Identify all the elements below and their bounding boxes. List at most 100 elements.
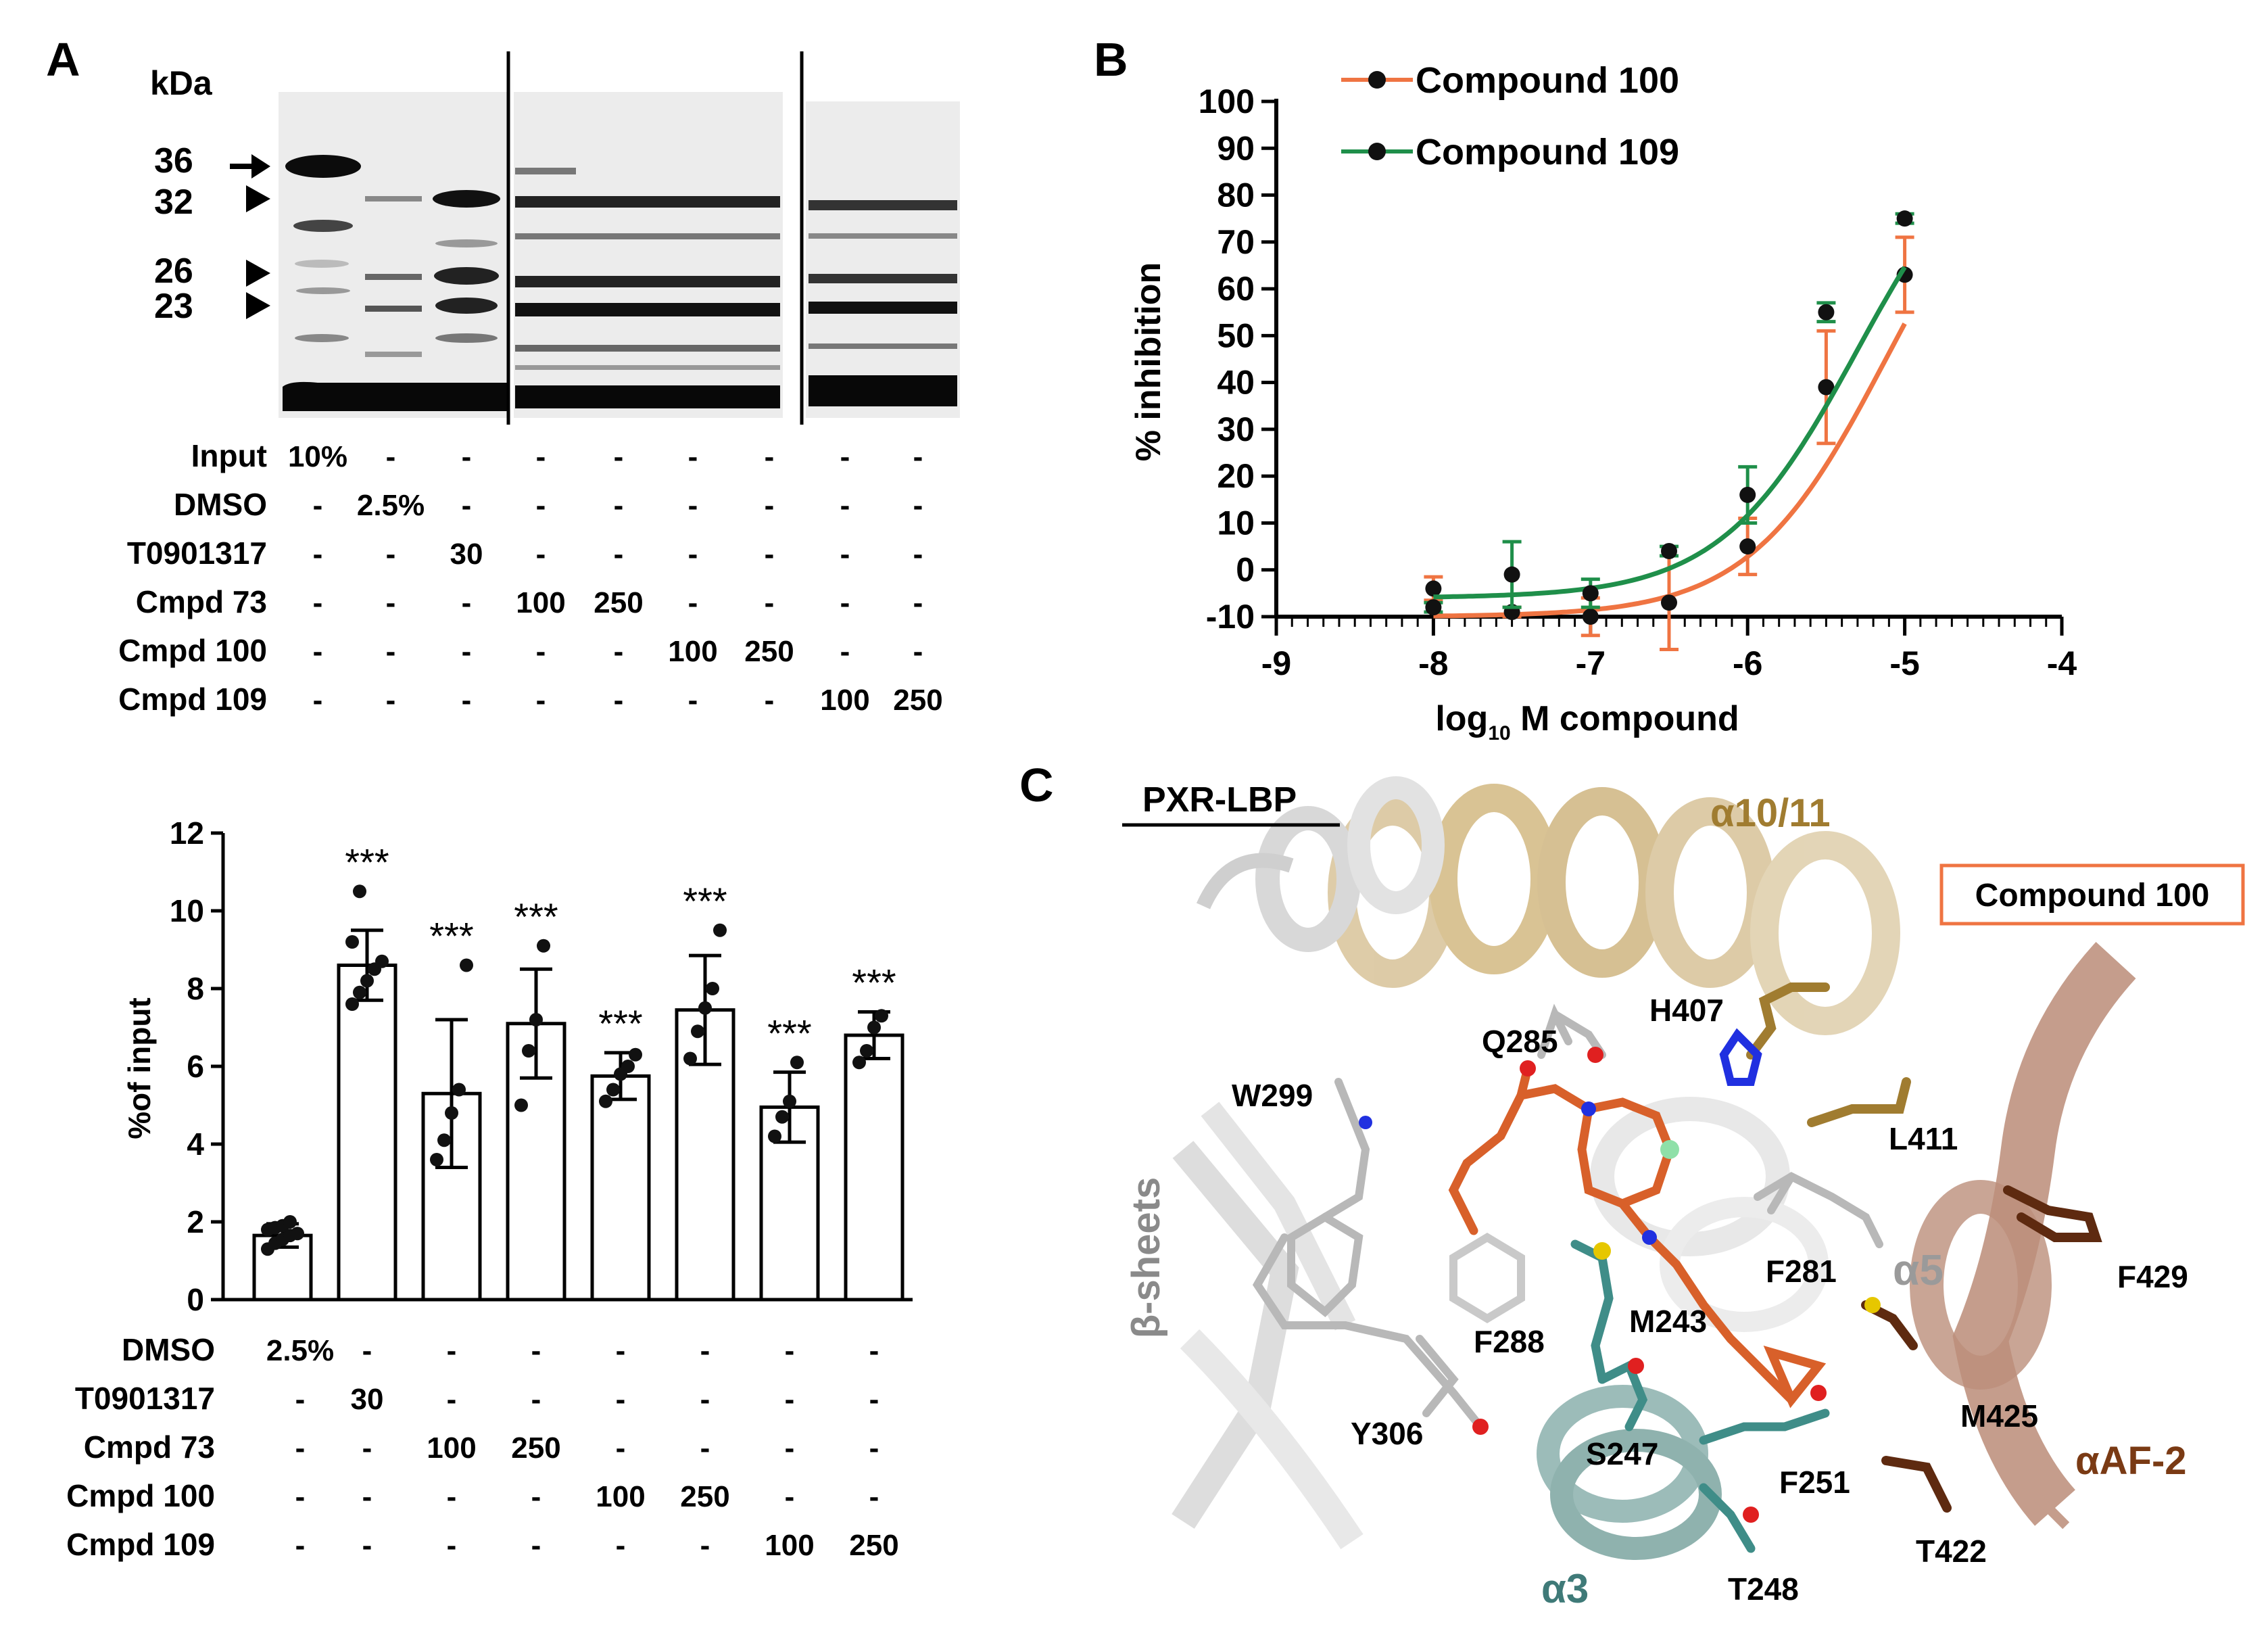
structure-legend-label: Compound 100 xyxy=(1975,878,2210,914)
line-x-tick-label: -8 xyxy=(1418,644,1448,682)
blot-condition-name: DMSO xyxy=(174,487,267,522)
residue-l411: L411 xyxy=(1889,1121,1958,1156)
bar-condition-name: DMSO xyxy=(122,1332,215,1367)
line-x-tick-label: -6 xyxy=(1733,644,1762,682)
bar-data-point xyxy=(790,1056,804,1070)
blot-condition-cell: - xyxy=(386,538,396,571)
dose-response-xlabel: log10 M compound xyxy=(1435,699,1739,744)
bar-data-point xyxy=(629,1047,642,1062)
line-y-tick-label: 20 xyxy=(1217,457,1255,495)
bar-y-tick-label: 0 xyxy=(187,1282,204,1317)
bar-data-point xyxy=(452,1083,466,1097)
bar-condition-cell: - xyxy=(447,1480,457,1513)
blot-condition-cell: 30 xyxy=(450,538,483,571)
series-point xyxy=(1582,609,1599,625)
bar-chart: 0 2 4 6 8 10 12 *** *** *** *** *** *** *** %of inpu… xyxy=(66,815,913,1562)
blot-condition-cell: - xyxy=(536,684,546,717)
marker-26: 26 xyxy=(154,252,270,291)
marker-32-triangle-icon xyxy=(246,185,270,212)
line-y-tick-label: 100 xyxy=(1199,82,1255,120)
blot-condition-cell: - xyxy=(614,635,624,668)
series-point xyxy=(1896,210,1913,227)
bar-data-point xyxy=(852,1056,866,1070)
line-y-tick-label: 90 xyxy=(1217,129,1255,167)
blot-condition-name: Cmpd 73 xyxy=(136,584,267,619)
bar-data-point xyxy=(860,1044,873,1058)
panel-a: A kDa 36 32 26 23 xyxy=(46,33,960,717)
blot-condition-cell: - xyxy=(462,489,472,522)
blot-condition-cell: - xyxy=(313,586,323,619)
bar-data-point xyxy=(375,954,389,968)
bar-condition-cell: - xyxy=(869,1480,879,1513)
bar-condition-cell: - xyxy=(700,1431,710,1465)
series-point xyxy=(1739,538,1756,555)
bar-y-tick-label: 2 xyxy=(187,1204,204,1239)
blot-condition-cell: - xyxy=(386,635,396,668)
line-x-tick-label: -4 xyxy=(2047,644,2077,682)
blot-condition-cell: - xyxy=(614,440,624,473)
bar-condition-cell: - xyxy=(785,1383,795,1416)
blot-condition-cell: - xyxy=(386,684,396,717)
marker-list: 36 32 26 23 xyxy=(154,141,270,326)
bar-condition-cell: 30 xyxy=(351,1383,384,1416)
line-x-tick-label: -9 xyxy=(1261,644,1291,682)
bar-data-point xyxy=(345,935,359,949)
blot-condition-cell: 100 xyxy=(820,684,869,717)
line-y-tick-label: 70 xyxy=(1217,223,1255,261)
bar-condition-cell: - xyxy=(531,1334,541,1367)
blot-condition-cell: - xyxy=(536,635,546,668)
residue-f429: F429 xyxy=(2117,1259,2188,1294)
line-y-tick-label: 80 xyxy=(1217,176,1255,214)
bar-chart-ylabel: %of input xyxy=(122,997,157,1139)
bar-data-point xyxy=(706,982,719,995)
blot-condition-cell: - xyxy=(688,538,698,571)
panel-c: C xyxy=(1019,759,2245,1611)
bar-condition-name: Cmpd 73 xyxy=(84,1429,215,1465)
bar-data-point xyxy=(783,1094,796,1108)
residue-s247: S247 xyxy=(1586,1436,1658,1471)
blot-condition-cell: - xyxy=(765,538,775,571)
residue-y306: Y306 xyxy=(1351,1416,1423,1451)
bar-condition-cell: - xyxy=(531,1529,541,1562)
blot-condition-name: T0901317 xyxy=(127,536,267,571)
bar-condition-cell: - xyxy=(700,1383,710,1416)
bar-condition-cell: - xyxy=(785,1480,795,1513)
residue-q285: Q285 xyxy=(1482,1024,1558,1059)
bar-data-point xyxy=(353,985,366,999)
line-y-tick-label: 50 xyxy=(1217,316,1255,354)
line-y-tick-label: 40 xyxy=(1217,364,1255,402)
residue-f288: F288 xyxy=(1474,1324,1545,1359)
bar-condition-cell: - xyxy=(362,1480,372,1513)
bar-condition-cell: 250 xyxy=(680,1480,729,1513)
marker-26-label: 26 xyxy=(154,252,193,291)
bar-condition-cell: - xyxy=(295,1529,306,1562)
blot-condition-cell: - xyxy=(462,586,472,619)
bar-data-point xyxy=(683,1051,697,1066)
bar-y-tick-label: 12 xyxy=(170,815,204,851)
bar-data-point xyxy=(713,923,727,937)
bar xyxy=(337,964,397,1302)
series-point xyxy=(1818,379,1835,396)
bar-data-point xyxy=(606,1083,620,1097)
bar-condition-cell: 100 xyxy=(596,1480,645,1513)
series-point xyxy=(1503,566,1520,583)
marker-32-label: 32 xyxy=(154,183,193,222)
bar-condition-cell: - xyxy=(700,1529,710,1562)
blot-condition-cell: - xyxy=(688,586,698,619)
panel-label-a: A xyxy=(46,33,80,86)
blot-condition-name: Input xyxy=(191,438,267,473)
residue-f251: F251 xyxy=(1779,1465,1850,1500)
bar-condition-cell: 250 xyxy=(511,1431,560,1465)
region-alpha3-label: α3 xyxy=(1541,1566,1589,1611)
blot-condition-cell: 250 xyxy=(594,586,643,619)
bar-data-point xyxy=(430,1153,443,1166)
bar-data-point xyxy=(691,1024,704,1039)
blot-condition-cell: 250 xyxy=(744,635,794,668)
residue-t422: T422 xyxy=(1916,1534,1987,1569)
bar-data-point xyxy=(529,1013,543,1026)
bar-y-tick-label: 6 xyxy=(187,1049,204,1084)
blot-condition-cell: - xyxy=(536,489,546,522)
bar-significance: *** xyxy=(852,962,896,1004)
